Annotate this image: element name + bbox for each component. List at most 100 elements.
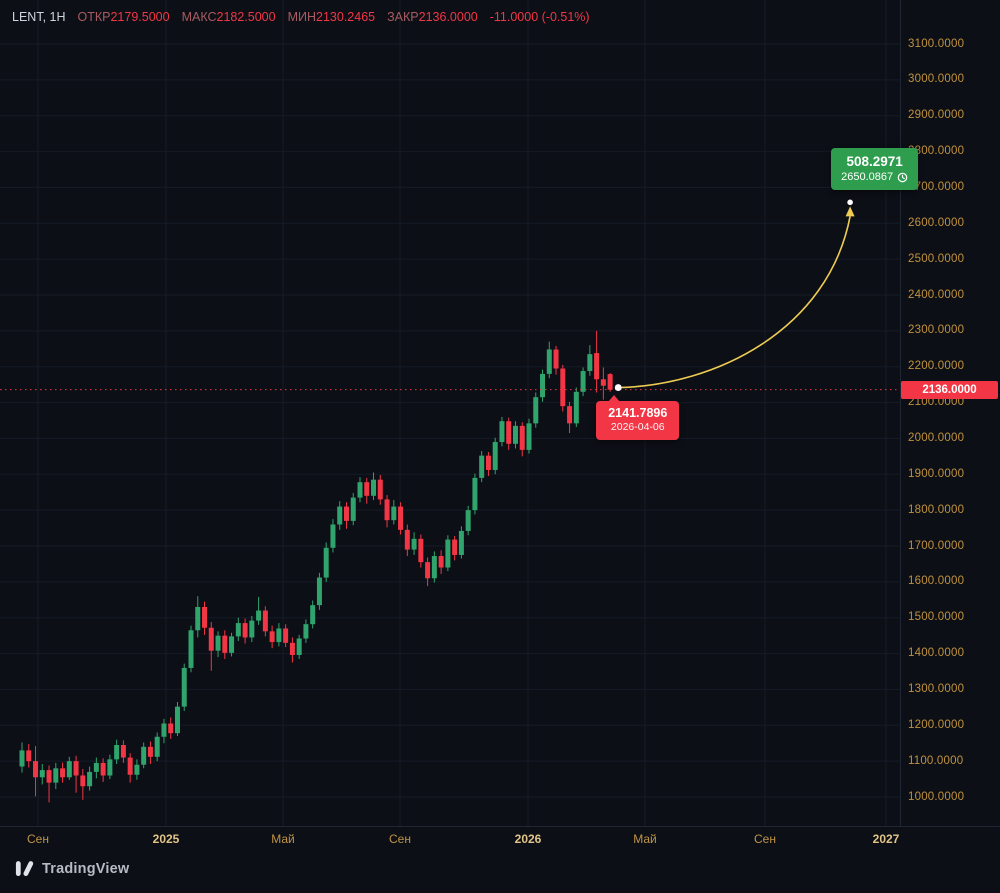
candle-body [53,768,59,783]
projection-target-label[interactable]: 508.2971 2650.0867 [831,148,919,191]
candle-body [276,628,282,643]
price-tick: 2700.0000 [908,180,965,193]
candle-body [174,706,180,734]
candle-body [499,421,505,443]
candle-body [540,373,546,398]
candle-body [93,762,99,772]
candle-body [19,750,25,767]
candle-body [573,391,579,424]
price-tick: 2500.0000 [908,252,965,265]
grid-layer [0,0,900,826]
candle-body [425,562,431,579]
target-price: 2650.0867 [841,171,894,184]
candle-body [73,761,79,776]
price-tick: 2400.0000 [908,288,965,301]
candle-body [181,667,187,707]
candle-body [283,628,289,643]
high-value: 2182.5000 [216,10,276,24]
tradingview-logo[interactable]: TradingView [14,858,129,879]
price-tick: 2000.0000 [908,431,965,444]
time-tick: Сен [27,832,49,846]
candle-body [229,636,235,653]
price-tick: 1300.0000 [908,682,965,695]
candle-body [296,638,302,656]
high-label: МАКС [181,10,217,24]
open-label: ОТКР [77,10,111,24]
candles-layer [19,330,613,803]
close-label: ЗАКР [387,10,419,24]
candle-body [445,539,451,568]
candle-body [343,506,349,521]
candle-body [337,506,343,525]
price-date-callout[interactable]: 2141.7896 2026-04-06 [596,394,680,440]
price-axis[interactable]: 1000.0000 1100.0000 1200.0000 1300.0000 1400… [900,0,1000,826]
candle-body [208,627,214,651]
candle-body [560,368,566,407]
candle-body [222,635,228,653]
candle-body [100,762,106,776]
price-tick: 2800.0000 [908,145,965,158]
price-tick: 2100.0000 [908,396,965,409]
candle-body [147,746,153,757]
time-tick: Май [633,832,657,846]
candle-body [533,397,539,424]
projection-arrowhead [845,206,855,217]
axis-borders [0,0,1000,827]
ohlc-legend: LENT, 1Н ОТКР 2179.5000 МАКС 2182.5000 МИН… [12,10,590,24]
candle-body [235,623,241,637]
candle-body [594,353,600,380]
candle-body [316,577,322,606]
candle-body [492,442,498,470]
projection-start-dot[interactable] [614,384,622,391]
price-tick: 1600.0000 [908,575,965,588]
candle-body [485,455,491,470]
candle-body [242,623,248,638]
high-field: МАКС 2182.5000 [182,10,276,24]
close-field: ЗАКР 2136.0000 [387,10,478,24]
candle-body [526,423,532,450]
candle-body [519,425,525,450]
candle-body [330,524,336,548]
price-tick: 1000.0000 [908,790,965,803]
candle-body [66,761,72,778]
candle-body [249,620,255,638]
candle-body [134,764,140,775]
candle-body [465,510,471,531]
current-price-label: 2136.0000 [901,380,998,399]
open-value: 2179.5000 [110,10,170,24]
candle-body [141,746,147,765]
price-tick: 2900.0000 [908,109,965,122]
candle-body [364,482,370,496]
low-value: 2130.2465 [316,10,376,24]
time-axis[interactable]: Сен 2025 Май Сен 2026 Май Сен 2027 [0,826,900,856]
candle-body [452,539,458,555]
time-tick: Сен [754,832,776,846]
symbol-title[interactable]: LENT, 1Н [12,10,66,24]
candle-body [60,768,66,778]
change-value: -11.0000 (-0.51%) [489,10,590,24]
tradingview-logo-icon [15,861,34,877]
candle-body [357,482,363,498]
candle-body [39,770,45,778]
candle-body [512,425,518,444]
tradingview-logo-text: TradingView [42,860,130,877]
candle-body [580,371,586,392]
callout-price: 2141.7896 [608,405,668,420]
candle-body [607,374,613,390]
candle-body [46,770,52,783]
candle-body [310,605,316,625]
projection-end-dot[interactable] [847,199,853,206]
price-tick: 1900.0000 [908,467,965,480]
candle-body [567,406,573,424]
candle-body [202,606,208,628]
candle-body [168,723,174,734]
candle-body [546,349,552,374]
time-tick: Сен [389,832,411,846]
candle-body [418,538,424,563]
candle-body [438,556,444,568]
price-tick: 2600.0000 [908,216,965,229]
candle-body [323,547,329,578]
candle-body [479,455,485,478]
